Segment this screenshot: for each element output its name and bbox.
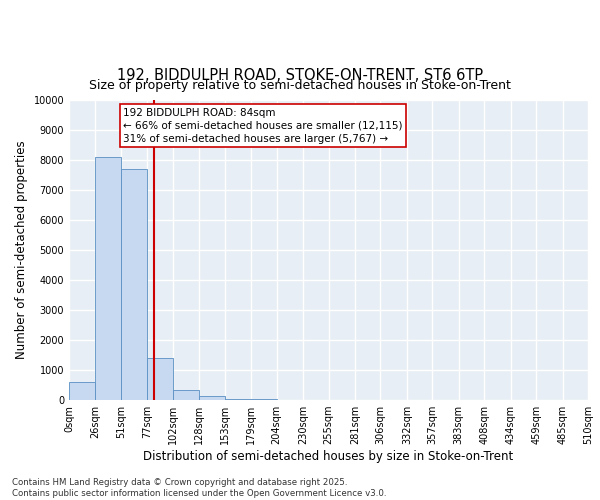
Bar (224, 398, 251, 400)
Bar (251, 399, 277, 400)
Text: 192, BIDDULPH ROAD, STOKE-ON-TRENT, ST6 6TP: 192, BIDDULPH ROAD, STOKE-ON-TRENT, ST6 … (117, 68, 483, 82)
Text: 192 BIDDULPH ROAD: 84sqm
← 66% of semi-detached houses are smaller (12,115)
31% : 192 BIDDULPH ROAD: 84sqm ← 66% of semi-d… (123, 108, 403, 144)
Bar (148, 358, 173, 400)
Bar (121, 169, 148, 400)
Text: Size of property relative to semi-detached houses in Stoke-on-Trent: Size of property relative to semi-detach… (89, 80, 511, 92)
Text: Contains HM Land Registry data © Crown copyright and database right 2025.
Contai: Contains HM Land Registry data © Crown c… (12, 478, 386, 498)
X-axis label: Distribution of semi-detached houses by size in Stoke-on-Trent: Distribution of semi-detached houses by … (143, 450, 514, 463)
Bar (173, 390, 199, 400)
Y-axis label: Number of semi-detached properties: Number of semi-detached properties (15, 140, 28, 360)
Bar (199, 396, 224, 400)
Bar (95, 157, 121, 400)
Bar (69, 382, 95, 400)
